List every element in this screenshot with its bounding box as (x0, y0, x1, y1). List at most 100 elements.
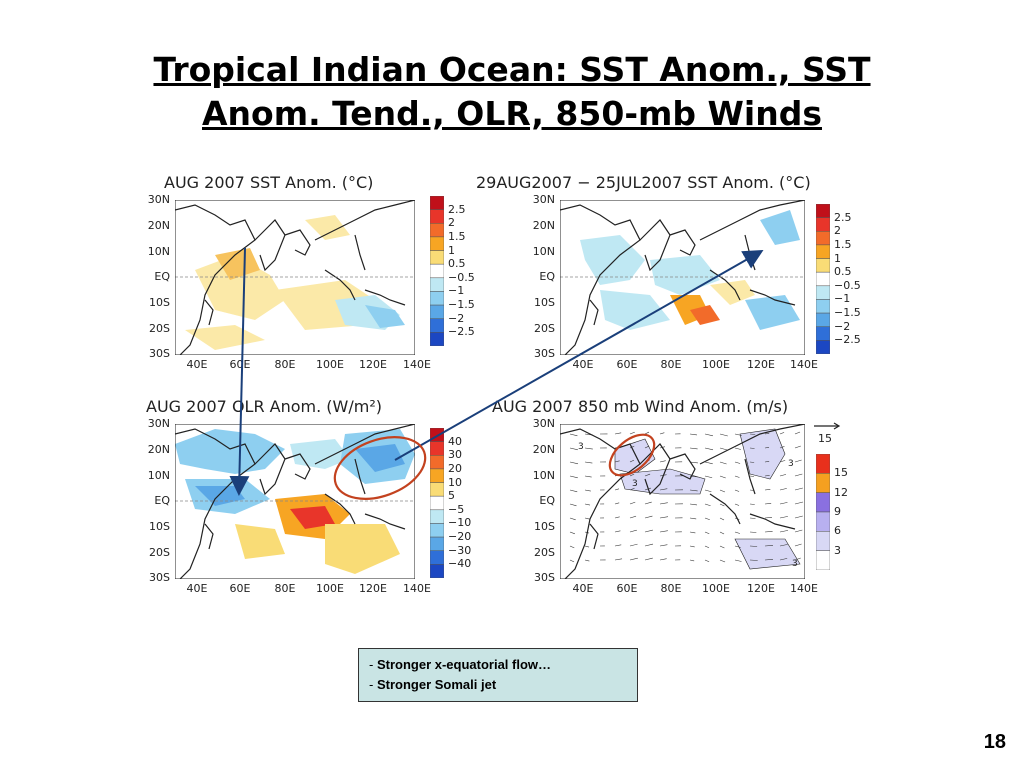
lat-tick-label: 20S (149, 322, 170, 335)
wind-vector (794, 543, 802, 547)
note-text-2: Stronger Somali jet (376, 677, 497, 692)
lat-tick-label: 30N (532, 417, 555, 430)
wind-vector (779, 544, 788, 547)
wind-vector (764, 503, 772, 505)
wind-vector (659, 502, 668, 505)
wind-vector (689, 461, 698, 464)
wind-vector (629, 543, 638, 547)
wind-vector (629, 459, 635, 463)
wind-vector (659, 516, 669, 519)
wind-vector (704, 517, 710, 521)
lat-tick-label: 20S (149, 546, 170, 559)
wind-vector (794, 445, 801, 449)
wind-vector (734, 545, 741, 548)
wind-vector (689, 503, 698, 506)
slide-title: Tropical Indian Ocean: SST Anom., SST An… (0, 48, 1024, 136)
wind-vector (569, 531, 575, 535)
wind-vector (749, 545, 758, 547)
wind-vector (749, 531, 757, 533)
wind-vector (569, 489, 578, 493)
wind-vector (629, 487, 635, 491)
colorbar-label: −1 (448, 284, 465, 298)
lon-tick-label: 60E (616, 582, 638, 595)
wind-panel-title: AUG 2007 850 mb Wind Anom. (m/s) (492, 397, 789, 416)
wind-contour-label: 3 (632, 479, 638, 489)
wind-vector (719, 559, 726, 563)
wind-vector (689, 531, 696, 534)
wind-vector (794, 431, 801, 435)
lon-tick-label: 100E (702, 358, 730, 371)
colorbar-label: 1.5 (448, 229, 466, 243)
wind-vector (749, 517, 756, 519)
wind-vector (779, 530, 789, 533)
colorbar-label: −1 (834, 292, 851, 306)
wind-vector (794, 529, 803, 533)
lon-tick-label: 80E (274, 582, 296, 595)
wind-vector (794, 501, 804, 505)
wind-vector (584, 489, 591, 492)
wind-contour-label: 3 (788, 459, 794, 469)
wind-vector (719, 545, 725, 549)
lon-tick-label: 40E (186, 582, 208, 595)
wind-vector (764, 475, 770, 477)
wind-vector (569, 475, 578, 479)
colorbar-label: 12 (834, 485, 848, 499)
colorbar-label: −0.5 (448, 270, 475, 284)
olr-colorbar (430, 428, 444, 578)
sst-tend-colorbar (816, 204, 830, 354)
colorbar-label: 1 (834, 251, 841, 265)
wind-vector (779, 488, 787, 491)
colorbar-label: −2.5 (448, 325, 475, 339)
note-text-1: Stronger x-equatorial flow… (376, 657, 552, 672)
sst-tendency-map (560, 200, 805, 355)
wind-vector (614, 502, 620, 505)
wind-vector (704, 489, 712, 493)
colorbar-label: −20 (448, 530, 472, 544)
colorbar-label: −2.5 (834, 333, 861, 347)
lat-tick-label: 20N (532, 219, 555, 232)
wind-vector (614, 530, 621, 533)
wind-vector (584, 503, 591, 506)
wind-vector (584, 475, 592, 478)
lat-tick-label: EQ (154, 270, 170, 283)
note-line-1: - Stronger x-equatorial flow… (369, 657, 552, 672)
wind-vector (584, 559, 590, 562)
lon-tick-label: 120E (359, 582, 387, 595)
wind-vector (644, 543, 654, 547)
lon-tick-label: 40E (572, 582, 594, 595)
lon-tick-label: 80E (274, 358, 296, 371)
wind-vector (644, 501, 652, 505)
wind-vector (779, 558, 788, 561)
sst-shading (185, 215, 405, 350)
wind-vector (569, 559, 575, 563)
lat-tick-label: EQ (539, 270, 555, 283)
lon-tick-label: 120E (747, 358, 775, 371)
lon-tick-label: 120E (747, 582, 775, 595)
colorbar-label: −2 (448, 311, 465, 325)
wind-vector (764, 433, 770, 435)
wind-vector (779, 502, 788, 505)
lat-tick-label: 30N (532, 193, 555, 206)
wind-vector (569, 503, 577, 507)
wind-vector (719, 461, 727, 465)
lat-tick-label: 30S (149, 571, 170, 584)
wind-vector (629, 431, 635, 435)
colorbar-label: −1.5 (834, 306, 861, 320)
lon-tick-label: 40E (186, 358, 208, 371)
olr-panel-title: AUG 2007 OLR Anom. (W/m²) (146, 397, 382, 416)
wind-vector (659, 460, 666, 463)
lat-tick-label: 10N (532, 245, 555, 258)
wind-vector (689, 559, 695, 562)
wind-vector (749, 447, 755, 449)
wind-vector (644, 557, 653, 561)
wind-vector (794, 515, 803, 519)
colorbar-label: 2.5 (834, 210, 852, 224)
colorbar-label: −10 (448, 516, 472, 530)
lon-tick-label: 60E (229, 358, 251, 371)
wind-vector (734, 461, 741, 464)
lon-tick-label: 140E (403, 358, 431, 371)
page-number: 18 (983, 731, 1006, 753)
wind-vector (659, 488, 668, 491)
wind-vector (734, 531, 740, 534)
wind-vector (584, 517, 590, 520)
